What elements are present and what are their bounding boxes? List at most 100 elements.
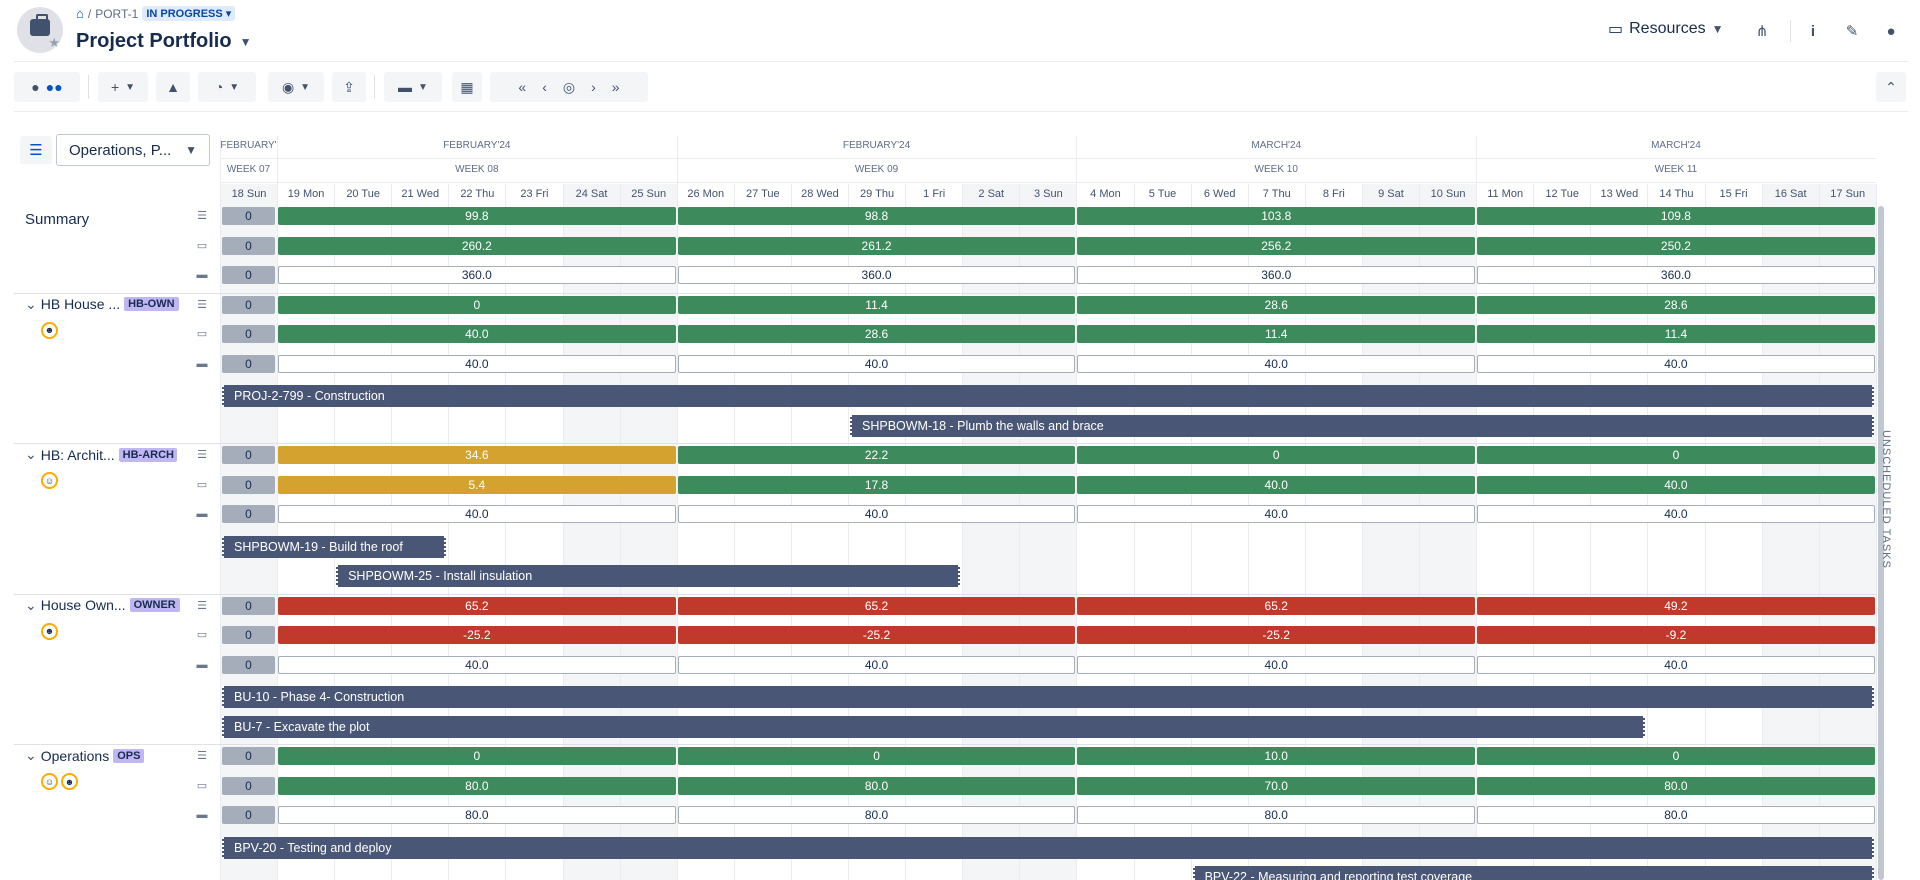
avatar[interactable]: ☻ bbox=[41, 321, 58, 339]
day-header: 8 Fri bbox=[1304, 188, 1362, 200]
chevron-down-icon[interactable]: ⌄ bbox=[25, 295, 37, 312]
collapse-toolbar-icon[interactable]: ⌃ bbox=[1876, 72, 1906, 102]
capacity-icon: ▬ bbox=[196, 269, 208, 281]
avatar[interactable]: ☺ bbox=[41, 472, 58, 489]
week-header: WEEK 11 bbox=[1654, 164, 1698, 175]
grid-line bbox=[1019, 184, 1021, 880]
breadcrumb: ⌂ / PORT-1 IN PROGRESS ▾ bbox=[76, 6, 236, 21]
resource-row-4[interactable]: ⌄ Operations OPS bbox=[25, 747, 145, 764]
metric-bar: 40.0 bbox=[1077, 475, 1476, 494]
view-button[interactable]: ◉ ▼ bbox=[268, 72, 324, 102]
calendar-icon[interactable]: ▦ bbox=[452, 72, 482, 102]
today-icon[interactable]: ◎ bbox=[562, 78, 576, 95]
team-icon[interactable]: ●● bbox=[45, 79, 63, 95]
star-icon[interactable]: ★ bbox=[48, 35, 60, 50]
capacity-icon: ▬ bbox=[196, 658, 208, 671]
avatar[interactable]: ☺ bbox=[41, 773, 58, 790]
resource-name: House Own... bbox=[40, 597, 126, 613]
status-badge[interactable]: IN PROGRESS ▾ bbox=[142, 6, 236, 21]
day-header: 28 Wed bbox=[790, 188, 848, 200]
day-header: 21 Wed bbox=[391, 188, 448, 200]
task-bar[interactable]: PROJ-2-799 - Construction bbox=[222, 385, 1874, 407]
graduation-cap-icon[interactable]: ▲ bbox=[156, 72, 190, 102]
day-header: 24 Sat bbox=[562, 188, 620, 200]
resources-button[interactable]: ▭ Resources ▼ bbox=[1608, 20, 1724, 38]
task-bar[interactable]: SHPBOWM-19 - Build the roof bbox=[222, 535, 447, 558]
task-bar[interactable]: SHPBOWM-18 - Plumb the walls and brace bbox=[850, 414, 1874, 437]
task-bar[interactable]: SHPBOWM-25 - Install insulation bbox=[336, 565, 961, 587]
person-icon[interactable]: ● bbox=[31, 79, 40, 95]
task-bar[interactable]: BU-7 - Excavate the plot bbox=[222, 715, 1646, 738]
add-button[interactable]: + ▼ bbox=[98, 72, 148, 102]
page-title[interactable]: Project Portfolio ▼ bbox=[76, 30, 252, 52]
eye-icon: ◉ bbox=[281, 78, 295, 95]
grid-line bbox=[562, 184, 564, 880]
weekend-column bbox=[1019, 184, 1077, 880]
metric-bar: 49.2 bbox=[1477, 596, 1875, 615]
metric-bar: 40.0 bbox=[1077, 354, 1476, 373]
week-separator bbox=[676, 136, 678, 184]
share-icon[interactable]: ⋔ bbox=[1755, 23, 1769, 40]
avatar[interactable]: ☻ bbox=[41, 622, 58, 640]
chevron-down-icon[interactable]: ⌄ bbox=[25, 747, 37, 763]
day-header: 2 Sat bbox=[962, 188, 1020, 200]
double-chevron-left-icon[interactable]: « bbox=[518, 79, 527, 95]
unscheduled-tasks-tab[interactable]: UNSCHEDULED TASKS bbox=[1880, 430, 1892, 569]
resource-row-2[interactable]: ⌄ HB: Archit... HB-ARCH bbox=[25, 446, 177, 463]
metric-bar: 0 bbox=[222, 446, 275, 464]
chevron-down-icon: ▼ bbox=[1711, 22, 1724, 36]
gauge-button[interactable]: ◔ ▼ bbox=[198, 72, 256, 102]
user-icon[interactable]: ● bbox=[1886, 22, 1896, 40]
grid-line bbox=[220, 184, 221, 880]
allocation-icon: ▭ bbox=[196, 779, 208, 792]
wrench-icon[interactable]: ✎ bbox=[1845, 23, 1859, 40]
task-bar[interactable]: BPV-20 - Testing and deploy bbox=[222, 836, 1874, 859]
chevron-left-icon[interactable]: ‹ bbox=[542, 79, 547, 95]
chevron-down-icon[interactable]: ⌄ bbox=[25, 446, 37, 462]
month-header: FEBRUARY'24 bbox=[443, 140, 511, 151]
week-header: WEEK 07 bbox=[226, 164, 271, 175]
metric-bar: 109.8 bbox=[1477, 207, 1875, 225]
grid-line bbox=[962, 184, 964, 880]
chevron-down-icon[interactable]: ⌄ bbox=[25, 596, 37, 613]
metric-bar: 0 bbox=[222, 475, 275, 494]
export-icon[interactable]: ⇪ bbox=[332, 72, 366, 102]
vertical-scrollbar[interactable] bbox=[1878, 206, 1884, 880]
resource-row-0[interactable]: Summary bbox=[25, 211, 89, 228]
resource-filter-dropdown[interactable]: Operations, P... ▼ bbox=[56, 134, 210, 166]
metric-bar: 40.0 bbox=[278, 354, 676, 373]
list-view-icon[interactable]: ☰ bbox=[20, 136, 52, 164]
grid-line bbox=[676, 184, 678, 880]
resource-row-3[interactable]: ⌄ House Own... OWNER bbox=[25, 597, 180, 614]
chevron-down-icon: ▼ bbox=[229, 81, 240, 93]
ruler-button[interactable]: ▬ ▼ bbox=[384, 72, 442, 102]
task-bar[interactable]: BPV-22 - Measuring and reporting test co… bbox=[1192, 866, 1874, 880]
ruler-icon: ▬ bbox=[398, 79, 413, 95]
metric-bar: 0 bbox=[278, 295, 676, 314]
task-bar[interactable]: BU-10 - Phase 4- Construction bbox=[222, 686, 1874, 708]
breadcrumb-key[interactable]: PORT-1 bbox=[95, 6, 139, 21]
grid-line bbox=[790, 184, 792, 880]
weekend-column bbox=[220, 184, 277, 880]
people-toggle[interactable]: ● ●● bbox=[14, 72, 80, 102]
metric-bar: -25.2 bbox=[1077, 626, 1476, 644]
resource-row-1[interactable]: ⌄ HB House ... HB-OWN bbox=[25, 296, 179, 313]
grid-line bbox=[1476, 184, 1478, 880]
project-avatar[interactable]: ★ bbox=[17, 7, 63, 53]
task-list-icon: ☰ bbox=[197, 210, 207, 222]
metric-bar: 11.4 bbox=[1077, 325, 1476, 343]
home-icon[interactable]: ⌂ bbox=[76, 6, 84, 21]
week-separator bbox=[1076, 136, 1078, 184]
grid-line bbox=[1590, 184, 1592, 880]
day-header: 10 Sun bbox=[1419, 188, 1477, 200]
group-divider bbox=[14, 593, 1876, 595]
avatar[interactable]: ☻ bbox=[61, 773, 78, 790]
info-icon[interactable]: i bbox=[1810, 22, 1816, 40]
group-divider bbox=[14, 443, 1876, 444]
double-chevron-right-icon[interactable]: » bbox=[611, 79, 620, 95]
capacity-icon: ▬ bbox=[196, 809, 208, 821]
metric-bar: 99.8 bbox=[278, 207, 676, 225]
day-header: 25 Sun bbox=[619, 188, 677, 200]
metric-bar: 5.4 bbox=[278, 475, 676, 494]
chevron-right-icon[interactable]: › bbox=[591, 79, 596, 95]
